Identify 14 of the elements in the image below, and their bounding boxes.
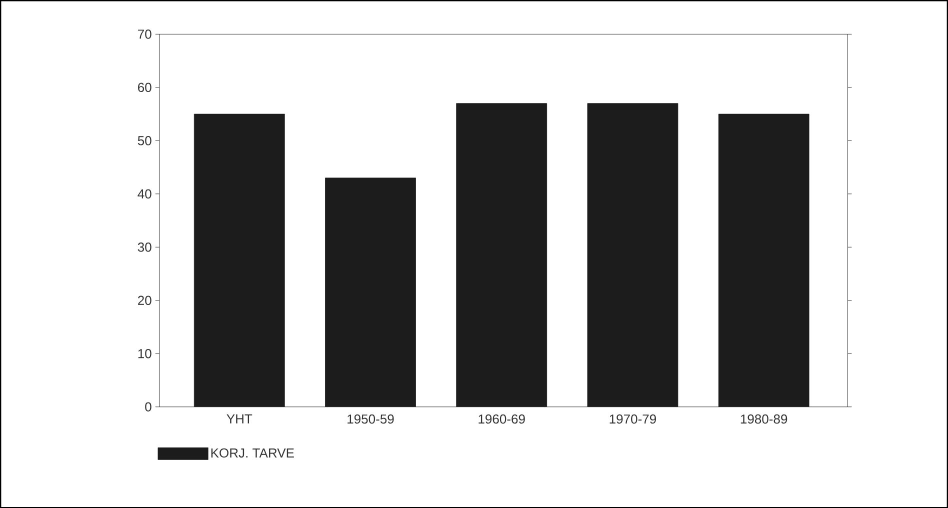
x-tick-label: 1970-79 (610, 414, 656, 424)
y-tick-label: 0 (145, 402, 152, 412)
x-tick-label: 1980-89 (740, 414, 788, 424)
y-tick-label: 70 (138, 29, 152, 39)
x-tick-label: YHT (226, 414, 252, 424)
y-tick-label: 30 (138, 242, 152, 252)
y-tick-label: 60 (138, 82, 152, 92)
y-tick-label: 50 (138, 136, 152, 146)
legend-label: KORJ. TARVE (211, 448, 294, 458)
x-tick-label: 1950-59 (348, 414, 394, 424)
y-tick-label: 10 (138, 348, 152, 358)
y-tick-label: 20 (138, 296, 152, 305)
x-tick-label: 1960-69 (478, 414, 525, 424)
y-tick-label: 40 (138, 189, 152, 198)
